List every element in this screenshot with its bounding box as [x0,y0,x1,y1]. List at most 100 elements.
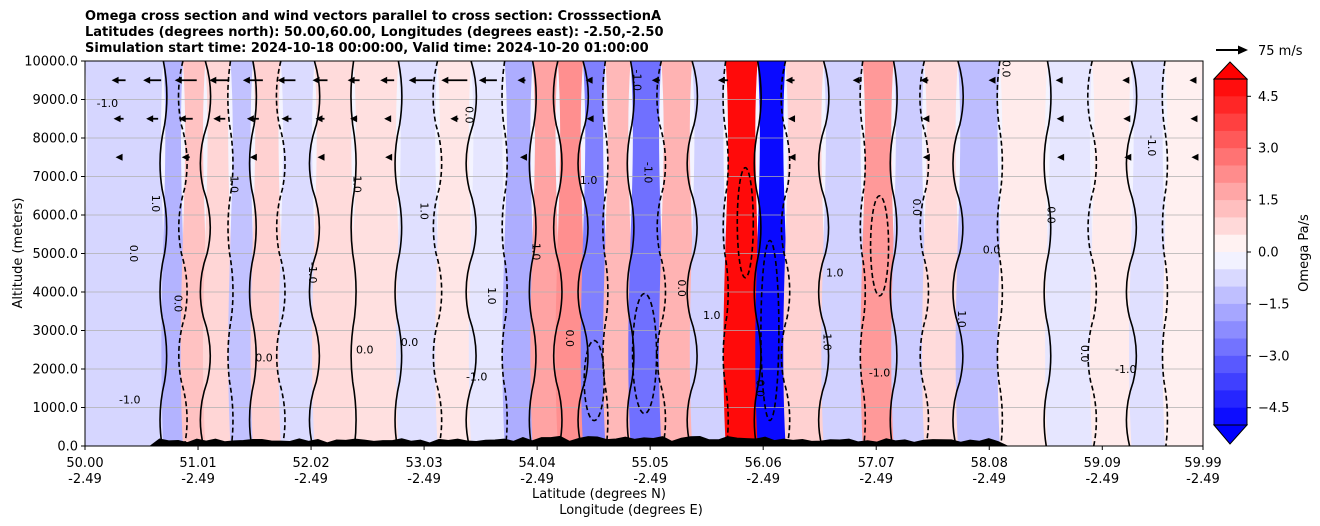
omega-contour-line [248,61,258,446]
wind-vector-head [249,153,257,161]
contour-label: 0.0 [1078,345,1091,363]
omega-contour-line [465,61,478,446]
x-tick-label-lat: 58.08 [971,456,1008,471]
contour-label: 0.0 [463,106,476,124]
x-tick-label-lat: 51.01 [179,456,216,471]
wind-vector-head [242,76,250,84]
wind-vector-head [246,115,254,123]
colorbar-tick-label: 1.5 [1258,194,1279,209]
y-tick-label: 10000.0 [24,55,78,70]
wind-vector-head [585,76,593,84]
wind-vector-head [1191,153,1199,161]
contour-label: 1.0 [821,333,834,351]
colorbar-steps [1214,79,1247,426]
contour-label: -1.0 [97,97,118,110]
x-tick-label-lon: -2.49 [859,472,893,487]
colorbar-tick-label: −3.0 [1258,349,1290,364]
wind-vector-head [213,115,221,123]
colorbar-step [1214,130,1247,149]
colorbar-step [1214,234,1247,253]
wind-vector-head [178,115,186,123]
colorbar-step [1214,390,1247,409]
chart-title-line-2: Latitudes (degrees north): 50.00,60.00, … [85,25,664,40]
reference-vector-label: 75 m/s [1258,44,1303,59]
omega-contour-line [817,61,830,446]
omega-contour-line [753,61,762,446]
x-tick-label-lat: 55.05 [632,456,669,471]
omega-contour-loop [869,195,890,297]
colorbar-label: Omega Pa/s [1297,214,1312,292]
contour-label: 0.0 [255,351,273,364]
colorbar-tick-label: −1.5 [1258,297,1290,312]
wind-vector-head [922,115,930,123]
wind-vector-head [788,115,796,123]
wind-vector-head [1124,153,1132,161]
y-tick-label: 8000.0 [33,132,79,147]
x-tick-label-lat: 54.04 [519,456,556,471]
wind-vector-head [277,76,285,84]
colorbar-step [1214,269,1247,288]
contour-label: -1.0 [1145,135,1158,156]
omega-contour-line [1161,61,1169,446]
x-axis-label: Latitude (degrees N) [532,487,666,502]
x-tick-label-lon: -2.49 [181,472,215,487]
wind-vector-head [380,76,388,84]
colorbar-step [1214,182,1247,201]
x-tick-label-lon: -2.49 [972,472,1006,487]
contour-label: 0.0 [563,329,576,347]
contour-label: 1.0 [418,202,431,220]
colorbar-extend-high [1212,61,1249,80]
reference-vector-key: 75 m/s [1216,44,1303,59]
colorbar-step [1214,113,1247,132]
x-axis: 50.00-2.4951.01-2.4952.02-2.4953.03-2.49… [66,446,1222,487]
contour-label: 0.0 [356,344,374,357]
contour-label: -1.0 [642,162,655,183]
y-tick-label: 1000.0 [33,401,79,416]
x-tick-label-lon: -2.49 [407,472,441,487]
contour-label: 0.0 [753,380,766,398]
colorbar-step [1214,355,1247,374]
colorbar-step [1214,407,1247,426]
colorbar-tick-label: 3.0 [1258,142,1279,157]
wind-vector-head [115,153,123,161]
omega-contour-line [996,61,1004,446]
x-tick-label-lat: 52.02 [292,456,329,471]
x-axis-label-2: Longitude (degrees E) [559,503,703,518]
wind-vector-head [350,115,358,123]
colorbar-ticks: 4.5 3.0 1.5 0.0 −1.5 −3.0 −4.5 [1247,90,1290,416]
colorbar-extend-low [1212,424,1249,445]
omega-contour-line [394,61,403,446]
wind-vector-head [385,153,393,161]
colorbar-step [1214,338,1247,357]
colorbar-step [1214,96,1247,115]
x-tick-label-lon: -2.49 [294,472,328,487]
contour-label: 0.0 [401,336,419,349]
wind-vector-head [1123,115,1131,123]
x-tick-label-lat: 57.07 [858,456,895,471]
x-tick-label-lat: 59.09 [1084,456,1121,471]
colorbar-step [1214,148,1247,166]
wind-vector-head [281,115,289,123]
wind-vector-head [478,76,486,84]
omega-contour-line [780,61,791,446]
wind-vector-head [519,153,527,161]
wind-vector-head [717,76,725,84]
omega-contour-line [656,61,667,446]
x-tick-label-lon: -2.49 [746,472,780,487]
colorbar-step [1214,373,1247,391]
colorbar-tick-label: −4.5 [1258,401,1290,416]
wind-vector-head [922,153,930,161]
wind-vector-head [408,76,416,84]
contour-label: 1.0 [703,309,721,322]
wind-vector-head [1057,153,1065,161]
omega-contour-line [159,61,168,446]
y-tick-label: 6000.0 [33,209,79,224]
wind-vector-head [209,76,217,84]
omega-contour-line [552,61,563,446]
omega-contour-line [859,61,867,446]
wind-vector-head [785,76,793,84]
omega-contour-line [432,61,443,446]
wind-vectors [111,76,1199,161]
wind-vector-head [441,76,449,84]
colorbar-tick-label: 4.5 [1258,90,1279,105]
